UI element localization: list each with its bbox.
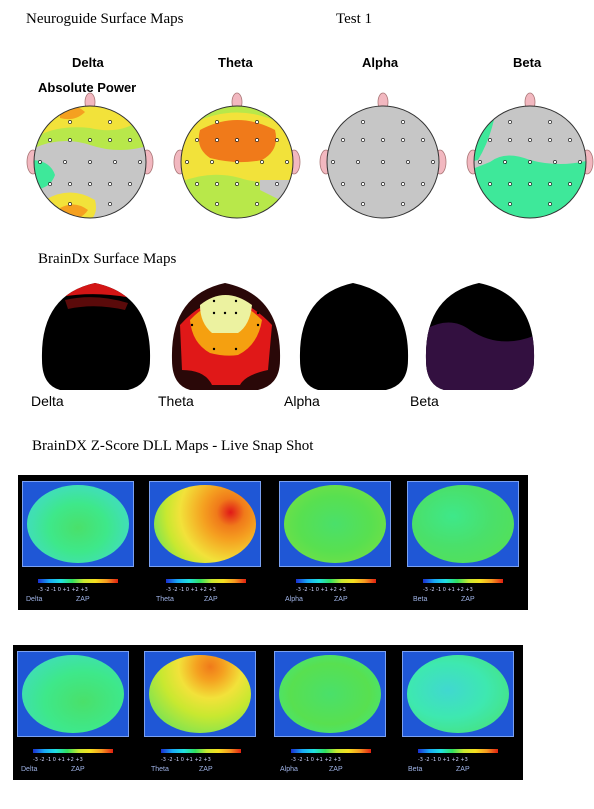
z2-label-theta: Theta: [151, 766, 169, 773]
z2-zap-theta: ZAP: [199, 766, 213, 773]
zscale-1a-ticks: -3 -2 -1 0 +1 +2 +3: [38, 587, 88, 593]
bdx-head-alpha: [299, 283, 409, 390]
z2-zap-alpha: ZAP: [329, 766, 343, 773]
zscale-1d: [423, 579, 503, 583]
zscore-title-sub: Snap Shot: [252, 438, 314, 454]
z1-zap-delta: ZAP: [76, 596, 90, 603]
measure-label: Absolute Power: [38, 80, 137, 95]
z1-zap-theta: ZAP: [204, 596, 218, 603]
zscale-2c: [291, 749, 371, 753]
z1-label-beta: Beta: [413, 596, 428, 603]
test-label: Test 1: [336, 11, 373, 27]
bdx-head-delta: [41, 283, 151, 390]
bdx-label-beta: Beta: [410, 393, 439, 409]
ng-band-beta: Beta: [513, 55, 542, 70]
bdx-label-delta: Delta: [31, 393, 64, 409]
bdx-head-beta: [425, 283, 535, 390]
z2-zap-beta: ZAP: [456, 766, 470, 773]
braindx-title: BrainDx Surface Maps: [38, 251, 177, 267]
zscale-2b: [161, 749, 241, 753]
zmap-2-delta: [17, 651, 129, 737]
ng-head-theta: [173, 92, 301, 219]
zscale-1c-ticks: -3 -2 -1 0 +1 +2 +3: [296, 587, 346, 593]
bdx-head-theta: [171, 283, 281, 390]
z1-label-theta: Theta: [156, 596, 174, 603]
zscale-2b-ticks: -3 -2 -1 0 +1 +2 +3: [161, 757, 211, 763]
z1-zap-alpha: ZAP: [334, 596, 348, 603]
zmap-2-theta: [144, 651, 256, 737]
ng-head-delta: [26, 92, 154, 219]
ng-head-beta: [466, 92, 594, 219]
zscale-2a: [33, 749, 113, 753]
zscale-1a: [38, 579, 118, 583]
z2-label-beta: Beta: [408, 766, 423, 773]
zscale-1c: [296, 579, 376, 583]
ng-head-alpha: [319, 92, 447, 219]
z2-label-alpha: Alpha: [280, 766, 298, 773]
zscore-panel-2: -3 -2 -1 0 +1 +2 +3 -3 -2 -1 0 +1 +2 +3 …: [13, 645, 523, 780]
z1-label-alpha: Alpha: [285, 596, 303, 603]
page-title: Neuroguide Surface Maps: [26, 11, 184, 27]
zmap-1-delta: [22, 481, 134, 567]
zmap-1-theta: [149, 481, 261, 567]
zmap-1-beta: [407, 481, 519, 567]
ng-band-alpha: Alpha: [362, 55, 399, 70]
braindx-maps: [41, 283, 535, 390]
zmap-2-beta: [402, 651, 514, 737]
zmap-2-alpha: [274, 651, 386, 737]
bdx-label-alpha: Alpha: [284, 393, 320, 409]
ng-band-theta: Theta: [218, 55, 253, 70]
zscale-2d-ticks: -3 -2 -1 0 +1 +2 +3: [418, 757, 468, 763]
zscore-title-main: BrainDX Z-Score DLL Maps - Live: [32, 438, 249, 454]
bdx-label-theta: Theta: [158, 393, 194, 409]
zmap-1-alpha: [279, 481, 391, 567]
z2-label-delta: Delta: [21, 766, 38, 773]
neuroguide-maps: [26, 92, 594, 219]
zscale-1b: [166, 579, 246, 583]
ng-band-delta: Delta: [72, 55, 104, 70]
zscale-2c-ticks: -3 -2 -1 0 +1 +2 +3: [291, 757, 341, 763]
z1-zap-beta: ZAP: [461, 596, 475, 603]
zscale-2d: [418, 749, 498, 753]
zscale-1d-ticks: -3 -2 -1 0 +1 +2 +3: [423, 587, 473, 593]
zscale-2a-ticks: -3 -2 -1 0 +1 +2 +3: [33, 757, 83, 763]
z2-zap-delta: ZAP: [71, 766, 85, 773]
zscale-1b-ticks: -3 -2 -1 0 +1 +2 +3: [166, 587, 216, 593]
z1-label-delta: Delta: [26, 596, 43, 603]
zscore-panel-1: -3 -2 -1 0 +1 +2 +3 -3 -2 -1 0 +1 +2 +3 …: [18, 475, 528, 610]
zscore-title: BrainDX Z-Score DLL Maps - Live Snap Sho…: [32, 438, 313, 455]
